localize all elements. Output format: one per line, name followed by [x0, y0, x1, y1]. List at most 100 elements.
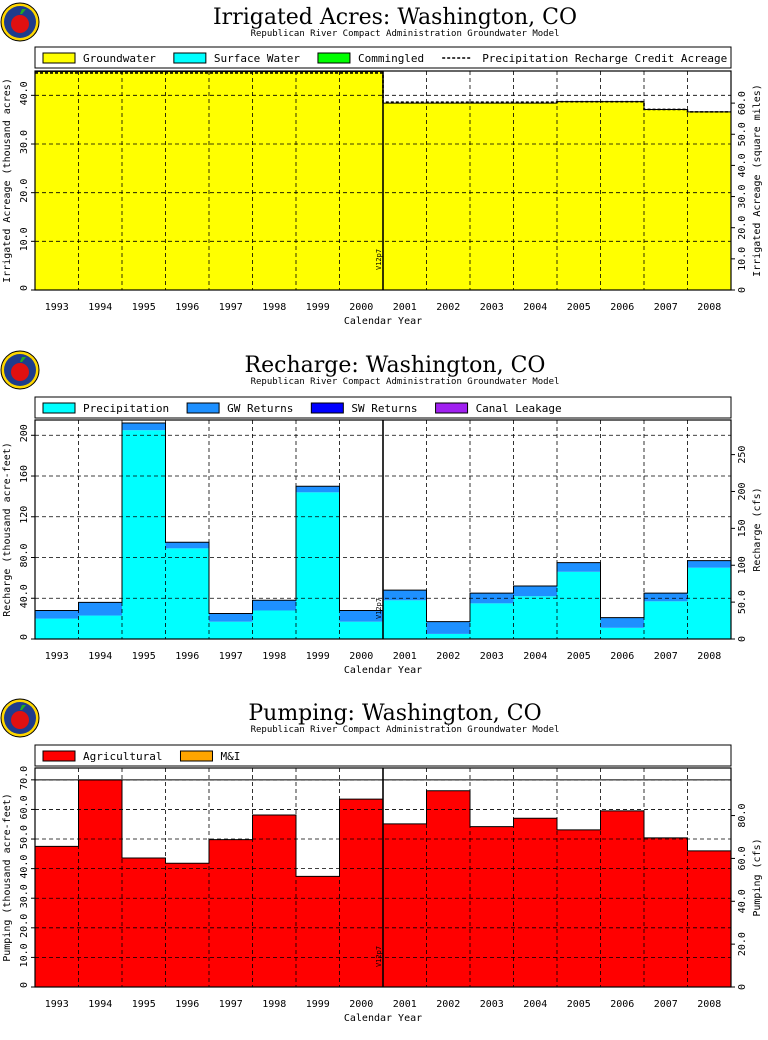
bar-groundwater-2002 — [426, 103, 470, 291]
bar-precipitation-1995 — [122, 430, 166, 639]
bar-gw-returns-1998 — [252, 600, 296, 611]
y-right-tick-label: 60.0 — [737, 846, 748, 870]
x-tick-label: 1996 — [175, 999, 199, 1010]
x-tick-label: 2004 — [523, 999, 547, 1010]
x-tick-label: 2002 — [436, 999, 460, 1010]
bar-precipitation-1994 — [78, 615, 122, 639]
bar-groundwater-1993 — [35, 71, 79, 290]
x-tick-label: 2003 — [480, 302, 504, 313]
x-tick-label: 2007 — [654, 302, 678, 313]
pumping-panel: Pumping: Washington, CO Republican River … — [0, 696, 768, 1040]
bar-gw-returns-2000 — [339, 610, 383, 622]
y-right-tick-label: 250 — [737, 446, 748, 464]
y-tick-label: 40.0 — [19, 855, 30, 879]
x-tick-label: 1995 — [132, 999, 156, 1010]
bar-gw-returns-2008 — [687, 560, 731, 568]
x-tick-label: 2007 — [654, 999, 678, 1010]
y-axis-label: Recharge (thousand acre-feet) — [2, 442, 13, 617]
x-tick-label: 1997 — [219, 302, 243, 313]
legend-swatch-sw-returns — [310, 402, 344, 414]
y-axis-label: Pumping (thousand acre-feet) — [2, 793, 13, 962]
x-axis-label: Calendar Year — [344, 665, 422, 676]
y-tick-label: 30.0 — [19, 130, 30, 154]
legend-label-sw-returns: SW Returns — [351, 402, 417, 415]
x-tick-label: 1995 — [132, 302, 156, 313]
x-tick-label: 1999 — [306, 302, 330, 313]
bar-precipitation-1999 — [296, 492, 340, 639]
bar-gw-returns-2002 — [426, 621, 470, 634]
chart-subtitle: Republican River Compact Administration … — [251, 377, 560, 387]
x-tick-label: 2001 — [393, 651, 417, 662]
y-right-tick-label: 20.0 — [737, 216, 748, 240]
irrigated-acres-panel: Irrigated Acres: Washington, CO Republica… — [0, 0, 768, 344]
bar-agricultural-2007 — [644, 837, 688, 987]
version-marker-label: V12p7 — [375, 598, 383, 619]
x-tick-label: 1996 — [175, 302, 199, 313]
y-right-tick-label: 40.0 — [737, 153, 748, 177]
bar-precipitation-2001 — [383, 600, 427, 639]
y-tick-label: 20.0 — [19, 914, 30, 938]
legend-swatch-commingled — [317, 52, 351, 64]
bar-groundwater-2005 — [557, 101, 601, 290]
y-tick-label: 200 — [19, 424, 30, 442]
y-tick-label: 30.0 — [19, 884, 30, 908]
version-marker-label: V12p7 — [375, 249, 383, 270]
x-tick-label: 2007 — [654, 651, 678, 662]
y-axis-label-right: Recharge (cfs) — [752, 487, 763, 571]
y-right-tick-label: 0 — [737, 984, 748, 990]
bar-groundwater-2007 — [644, 109, 688, 291]
bar-groundwater-2006 — [600, 101, 644, 290]
x-tick-label: 2002 — [436, 302, 460, 313]
bar-agricultural-1996 — [165, 863, 209, 987]
bar-groundwater-1994 — [78, 71, 122, 290]
x-tick-label: 1993 — [45, 999, 69, 1010]
y-tick-label: 40.0 — [19, 584, 30, 608]
y-tick-label: 50.0 — [19, 825, 30, 849]
y-right-tick-label: 10.0 — [737, 247, 748, 271]
y-axis-label-right: Pumping (cfs) — [752, 838, 763, 916]
y-right-tick-label: 100 — [737, 556, 748, 574]
bar-gw-returns-1995 — [122, 423, 166, 431]
bar-agricultural-2006 — [600, 810, 644, 987]
x-tick-label: 1997 — [219, 999, 243, 1010]
x-tick-label: 1995 — [132, 651, 156, 662]
bar-precipitation-2002 — [426, 633, 470, 639]
bar-gw-returns-2001 — [383, 590, 427, 601]
x-tick-label: 2005 — [567, 302, 591, 313]
bar-agricultural-2000 — [339, 799, 383, 987]
legend-swatch-agricultural — [42, 750, 76, 762]
x-tick-label: 1998 — [262, 651, 286, 662]
x-tick-label: 1998 — [262, 999, 286, 1010]
x-tick-label: 2008 — [697, 302, 721, 313]
bar-gw-returns-1993 — [35, 610, 79, 619]
y-right-tick-label: 50.0 — [737, 122, 748, 146]
y-right-tick-label: 0 — [737, 287, 748, 293]
precip-credit-line — [35, 72, 731, 113]
plot-frame — [34, 767, 732, 988]
x-tick-label: 2008 — [697, 999, 721, 1010]
chart-title: Irrigated Acres: Washington, CO — [213, 5, 577, 30]
y-right-tick-label: 80.0 — [737, 804, 748, 828]
legend-box — [34, 46, 732, 69]
x-tick-label: 2004 — [523, 651, 547, 662]
y-tick-label: 60.0 — [19, 795, 30, 819]
apple-logo — [0, 350, 40, 390]
bar-gw-returns-2007 — [644, 593, 688, 602]
bar-precipitation-2000 — [339, 621, 383, 639]
y-right-tick-label: 0 — [737, 636, 748, 642]
bar-precipitation-2005 — [557, 571, 601, 639]
legend-label-groundwater: Groundwater — [83, 52, 156, 65]
version-marker-label: V12p7 — [375, 946, 383, 967]
bar-gw-returns-1994 — [78, 602, 122, 616]
legend-swatch-mandi — [179, 750, 213, 762]
bar-gw-returns-1996 — [165, 542, 209, 549]
y-tick-label: 120 — [19, 506, 30, 524]
bar-gw-returns-2004 — [513, 586, 557, 597]
x-tick-label: 1996 — [175, 651, 199, 662]
y-tick-label: 70.0 — [19, 766, 30, 790]
recharge-panel: Recharge: Washington, CO Republican River… — [0, 348, 768, 692]
bar-agricultural-2002 — [426, 790, 470, 987]
y-tick-label: 40.0 — [19, 81, 30, 105]
x-tick-label: 2003 — [480, 999, 504, 1010]
